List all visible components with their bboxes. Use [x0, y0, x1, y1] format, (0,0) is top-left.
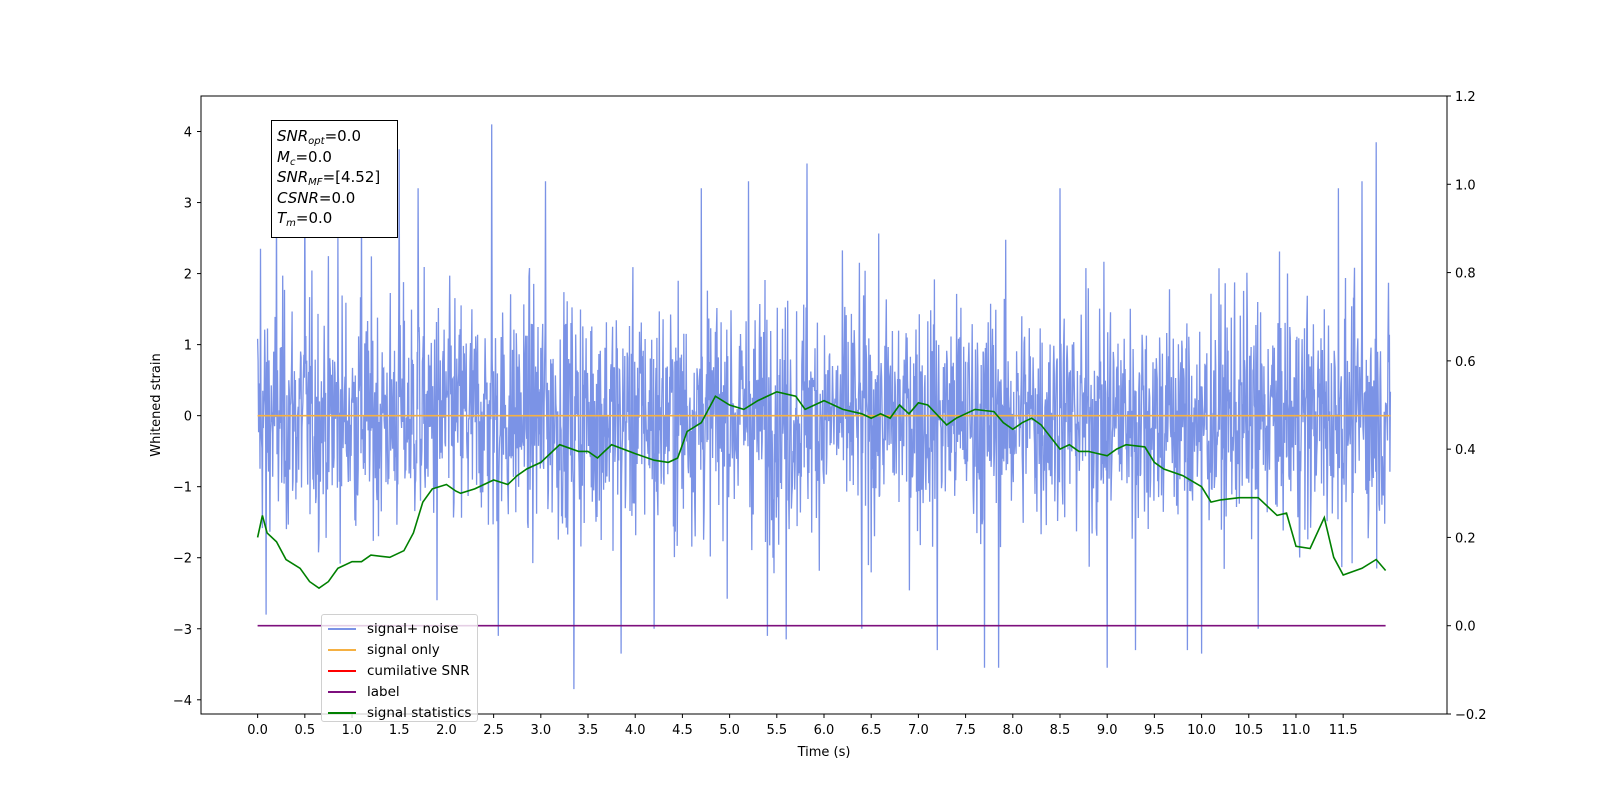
- y2-tick-label: 0.2: [1455, 531, 1476, 546]
- tm-line: Tm=0.0: [277, 208, 392, 229]
- y-axis-label: Whitened strain: [149, 353, 164, 456]
- x-tick-label: 9.5: [1144, 723, 1165, 738]
- x-tick-label: 0.0: [247, 723, 268, 738]
- x-tick-label: 2.5: [483, 723, 504, 738]
- legend-swatch: [328, 711, 356, 714]
- x-tick-label: 1.5: [389, 723, 410, 738]
- y2-tick-label: 0.8: [1455, 267, 1476, 282]
- y-tick-label: −4: [173, 694, 192, 709]
- x-tick-label: 7.0: [908, 723, 929, 738]
- mc-symbol: M: [277, 147, 290, 166]
- y2-tick-label: −0.2: [1455, 708, 1487, 723]
- y-tick-label: 3: [184, 197, 192, 212]
- mc-subscript: c: [289, 156, 296, 168]
- csnr-symbol: CSNR: [277, 188, 319, 207]
- y2-tick-label: 0.0: [1455, 620, 1476, 635]
- legend-label: signal only: [367, 641, 440, 658]
- x-tick-label: 6.0: [814, 723, 835, 738]
- legend-label: cumilative SNR: [367, 662, 470, 679]
- x-axis-label: Time (s): [797, 745, 851, 760]
- signal-noise-series: [256, 124, 1392, 690]
- x-tick-label: 8.0: [1002, 723, 1023, 738]
- y2-tick-label: 0.4: [1455, 443, 1476, 458]
- legend-swatch: [328, 627, 356, 630]
- statistics-info-box: SNRopt=0.0 Mc=0.0 SNRMF=[4.52] CSNR=0.0 …: [271, 120, 398, 238]
- snr-opt-line: SNRopt=0.0: [277, 126, 392, 147]
- legend-item-cumulative-snr: cumilative SNR: [328, 660, 477, 681]
- y-tick-label: −1: [173, 481, 192, 496]
- legend-item-signal-statistics: signal statistics: [328, 702, 477, 723]
- legend-label: signal statistics: [367, 704, 472, 721]
- x-tick-label: 9.0: [1097, 723, 1118, 738]
- legend-item-signal-noise: signal+ noise: [328, 618, 477, 639]
- x-tick-label: 0.5: [294, 723, 315, 738]
- series-signal-statistics-line: [256, 390, 1387, 590]
- mc-value: =0.0: [295, 147, 332, 166]
- legend: signal+ noise signal only cumilative SNR…: [321, 614, 478, 722]
- y-tick-label: −2: [173, 552, 192, 567]
- y2-tick-label: 0.6: [1455, 355, 1476, 370]
- x-tick-label: 3.5: [578, 723, 599, 738]
- snr-mf-subscript: MF: [308, 177, 323, 188]
- legend-swatch: [328, 669, 356, 672]
- y2-tick-label: 1.2: [1455, 90, 1476, 105]
- y-tick-label: 1: [184, 339, 192, 354]
- x-tick-label: 5.5: [766, 723, 787, 738]
- csnr-line: CSNR=0.0: [277, 188, 392, 209]
- legend-item-signal-only: signal only: [328, 639, 477, 660]
- snr-opt-value: =0.0: [324, 127, 361, 145]
- snr-mf-value: =[4.52]: [322, 168, 381, 186]
- x-tick-label: 11.0: [1281, 723, 1310, 738]
- x-tick-label: 5.0: [719, 723, 740, 738]
- snr-mf-symbol: SNR: [277, 168, 309, 186]
- x-tick-label: 6.5: [861, 723, 882, 738]
- tm-subscript: m: [286, 218, 296, 229]
- x-tick-label: 10.0: [1187, 723, 1216, 738]
- csnr-value: =0.0: [318, 188, 356, 207]
- mc-line: Mc=0.0: [277, 147, 392, 168]
- y-axis-ticks: −4 −3 −2 −1 0 1 2 3 4: [173, 126, 201, 709]
- y-tick-label: 2: [184, 268, 192, 283]
- signal-noise-line: [256, 124, 1392, 690]
- x-tick-label: 1.0: [342, 723, 363, 738]
- x-tick-label: 7.5: [955, 723, 976, 738]
- snr-opt-subscript: opt: [308, 136, 325, 147]
- y2-tick-label: 1.0: [1455, 178, 1476, 193]
- x-tick-label: 10.5: [1234, 723, 1263, 738]
- x-tick-label: 3.0: [530, 723, 551, 738]
- x-tick-label: 4.0: [625, 723, 646, 738]
- y-tick-label: −3: [173, 623, 192, 638]
- snr-opt-symbol: SNR: [277, 127, 309, 145]
- legend-label: signal+ noise: [367, 620, 459, 637]
- tm-value: =0.0: [295, 209, 333, 227]
- x-tick-label: 4.5: [672, 723, 693, 738]
- x-axis-ticks: 0.0 0.5 1.0 1.5 2.0 2.5 3.0 3.5 4.0 4.5 5.0 5.5 6.0 6…: [247, 714, 1358, 738]
- snr-mf-line: SNRMF=[4.52]: [277, 167, 392, 188]
- y-tick-label: 0: [184, 410, 192, 425]
- x-tick-label: 8.5: [1050, 723, 1071, 738]
- legend-item-label: label: [328, 681, 477, 702]
- y2-axis-ticks: −0.2 0.0 0.2 0.4 0.6 0.8 1.0 1.2: [1447, 90, 1487, 723]
- legend-swatch: [328, 648, 356, 651]
- x-tick-label: 11.5: [1329, 723, 1358, 738]
- y-tick-label: 4: [184, 126, 192, 141]
- x-tick-label: 2.0: [436, 723, 457, 738]
- legend-label: label: [367, 683, 400, 700]
- tm-symbol: T: [277, 209, 287, 227]
- legend-swatch: [328, 690, 356, 693]
